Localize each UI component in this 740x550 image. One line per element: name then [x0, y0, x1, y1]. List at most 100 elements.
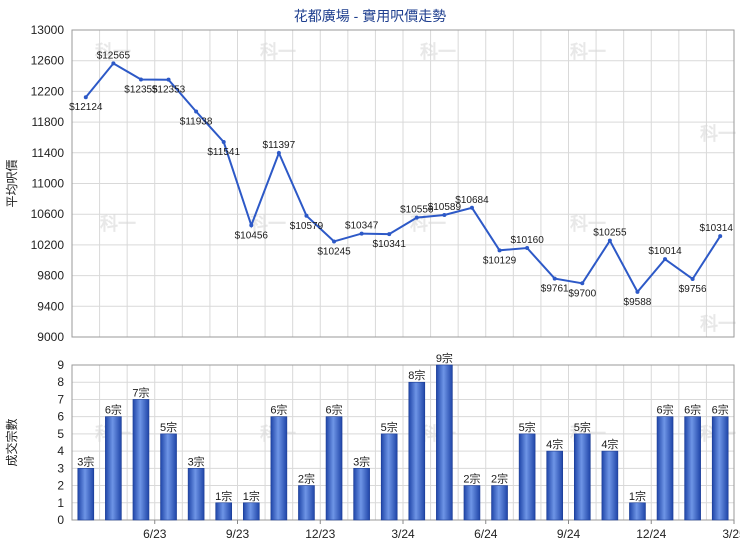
transaction-bar	[187, 468, 205, 521]
price-data-label: $12353	[152, 85, 186, 96]
x-tick-label: 12/24	[636, 527, 666, 541]
y-tick-label: 12200	[31, 84, 65, 98]
transaction-bar	[215, 502, 233, 521]
transaction-bar	[242, 502, 260, 521]
x-tick-label: 6/23	[143, 527, 167, 541]
y-tick-label: 1	[57, 496, 64, 510]
price-point	[304, 213, 309, 218]
transaction-bar	[325, 416, 343, 521]
price-point	[414, 215, 419, 220]
transaction-bar	[380, 433, 398, 521]
price-point	[138, 77, 143, 82]
transaction-bar	[491, 485, 508, 521]
price-point	[221, 139, 226, 144]
price-data-label: $10556	[400, 205, 434, 216]
transaction-bar	[656, 416, 674, 521]
price-data-label: $9700	[568, 288, 596, 299]
price-data-label: $10314	[700, 223, 734, 234]
bar-data-label: 3宗	[77, 454, 94, 468]
watermark: 科一	[95, 41, 131, 62]
price-data-label: $10684	[455, 195, 489, 206]
bar-data-label: 6宗	[684, 403, 701, 417]
price-point	[442, 213, 447, 218]
y-tick-label: 10600	[31, 207, 65, 221]
price-data-label: $9756	[679, 284, 707, 295]
watermark: 科一	[570, 213, 606, 234]
y-tick-label: 9000	[37, 330, 64, 344]
price-data-label: $11397	[263, 140, 296, 151]
y-tick-label: 13000	[31, 23, 65, 37]
transaction-bar	[298, 485, 315, 521]
transaction-bar	[436, 364, 453, 521]
y-tick-label: 12600	[31, 54, 65, 68]
watermark: 科一	[100, 213, 136, 234]
price-point	[525, 245, 530, 250]
price-point	[166, 77, 171, 82]
price-point	[718, 234, 723, 239]
price-point	[580, 281, 585, 286]
price-data-label: $11541	[207, 147, 240, 158]
price-data-label: $10245	[317, 246, 351, 257]
x-tick-label: 9/24	[557, 527, 581, 541]
y-tick-label: 4	[57, 444, 64, 458]
transaction-bar	[353, 468, 370, 521]
bar-data-label: 4宗	[546, 437, 563, 451]
bar-data-label: 5宗	[574, 420, 591, 434]
bar-data-label: 9宗	[436, 351, 453, 365]
transaction-bar	[518, 433, 536, 521]
price-data-label: $10579	[290, 221, 324, 232]
price-point	[111, 61, 116, 66]
bar-data-label: 5宗	[160, 420, 177, 434]
price-point	[276, 151, 281, 156]
transaction-bar	[270, 416, 288, 521]
price-point	[83, 95, 88, 100]
price-data-label: $12124	[69, 102, 103, 113]
bar-data-label: 6宗	[105, 403, 122, 417]
y-tick-label: 7	[57, 392, 64, 406]
transaction-bar	[546, 450, 564, 521]
bar-data-label: 6宗	[712, 403, 729, 417]
price-data-label: $12355	[124, 85, 158, 96]
price-data-label: $10129	[483, 255, 517, 266]
transaction-bar	[629, 502, 646, 521]
price-point	[663, 257, 668, 262]
transaction-bar	[601, 450, 619, 521]
y-tick-label: 11000	[32, 177, 65, 191]
y-tick-label: 9800	[37, 269, 64, 283]
price-point	[552, 276, 557, 281]
watermark: 科一	[420, 41, 456, 62]
price-point	[387, 232, 392, 237]
watermark: 科一	[260, 41, 296, 62]
transaction-bar	[711, 416, 729, 521]
y-tick-label: 6	[57, 410, 64, 424]
price-point	[194, 109, 199, 114]
y-axis-label: 成交宗數	[4, 418, 19, 466]
price-series-line	[85, 62, 722, 294]
transaction-bar	[684, 416, 701, 521]
bar-data-label: 3宗	[353, 454, 370, 468]
y-tick-label: 11400	[32, 146, 65, 160]
price-point	[607, 238, 612, 243]
price-data-label: $9761	[541, 284, 569, 295]
transaction-bar	[132, 399, 150, 521]
y-tick-label: 3	[57, 461, 64, 475]
bar-data-label: 7宗	[132, 385, 149, 399]
price-point	[635, 289, 640, 294]
x-tick-label: 9/23	[226, 527, 250, 541]
plot-frame	[71, 29, 735, 338]
bar-data-label: 4宗	[601, 437, 618, 451]
y-tick-label: 11800	[32, 115, 65, 129]
x-tick-label: 3/24	[391, 527, 415, 541]
price-data-label: $10014	[648, 246, 682, 257]
y-tick-label: 8	[57, 375, 64, 389]
price-data-label: $10255	[593, 228, 627, 239]
watermark: 科一	[570, 41, 606, 62]
bar-data-label: 6宗	[656, 403, 673, 417]
price-point	[469, 205, 474, 210]
price-data-label: $10160	[510, 235, 544, 246]
watermark: 科一	[250, 213, 286, 234]
bar-data-label: 1宗	[629, 489, 646, 503]
transaction-bar	[408, 381, 426, 521]
